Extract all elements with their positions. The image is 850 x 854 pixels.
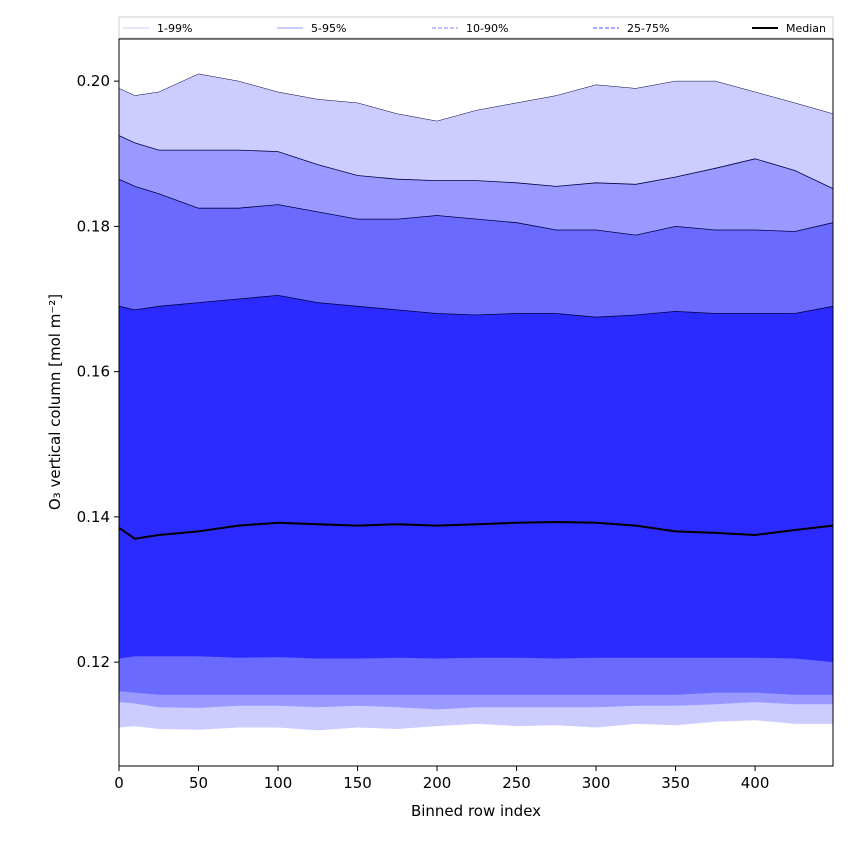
x-tick-label: 250 — [502, 774, 531, 792]
x-tick-label: 0 — [114, 774, 124, 792]
band-upper-edge-25-75pct — [118, 294, 834, 318]
x-tick-label: 350 — [661, 774, 690, 792]
x-tick-label: 200 — [423, 774, 452, 792]
legend-label: 10-90% — [466, 22, 508, 35]
x-tick-label: 400 — [741, 774, 770, 792]
legend-label: 5-95% — [311, 22, 346, 35]
x-tick-label: 150 — [343, 774, 372, 792]
band-25-75pct — [119, 295, 833, 663]
x-tick-label: 300 — [582, 774, 611, 792]
y-tick-label: 0.16 — [77, 363, 110, 381]
band-upper-edge-10-90pct — [118, 178, 834, 236]
x-tick-label: 100 — [264, 774, 293, 792]
median-layer — [118, 520, 834, 540]
y-tick-label: 0.14 — [77, 508, 110, 526]
y-axis-label: O₃ vertical column [mol m⁻²] — [46, 294, 64, 510]
y-tick-label: 0.18 — [77, 217, 110, 235]
x-tick-label: 50 — [189, 774, 208, 792]
y-tick-label: 0.20 — [77, 72, 110, 90]
y-ticks: 0.12 0.14 0.16 0.18 0.20 — [77, 72, 119, 671]
legend-label: 1-99% — [157, 22, 192, 35]
median-line — [118, 520, 834, 540]
x-axis-label: Binned row index — [411, 802, 541, 820]
y-tick-label: 0.12 — [77, 653, 110, 671]
band-upper-edge-5-95pct — [118, 135, 834, 189]
axes-frame — [118, 38, 834, 767]
legend-label: Median — [786, 22, 826, 35]
legend-box — [118, 16, 834, 39]
bands-layer — [118, 73, 834, 731]
legend-label: 25-75% — [627, 22, 669, 35]
band-upper-edge-1-99pct — [118, 73, 834, 122]
x-ticks: 0 50 100 150 200 250 300 350 400 — [114, 766, 769, 792]
legend: 1-99% 5-95% 10-90% 25-75% Median — [118, 16, 834, 39]
